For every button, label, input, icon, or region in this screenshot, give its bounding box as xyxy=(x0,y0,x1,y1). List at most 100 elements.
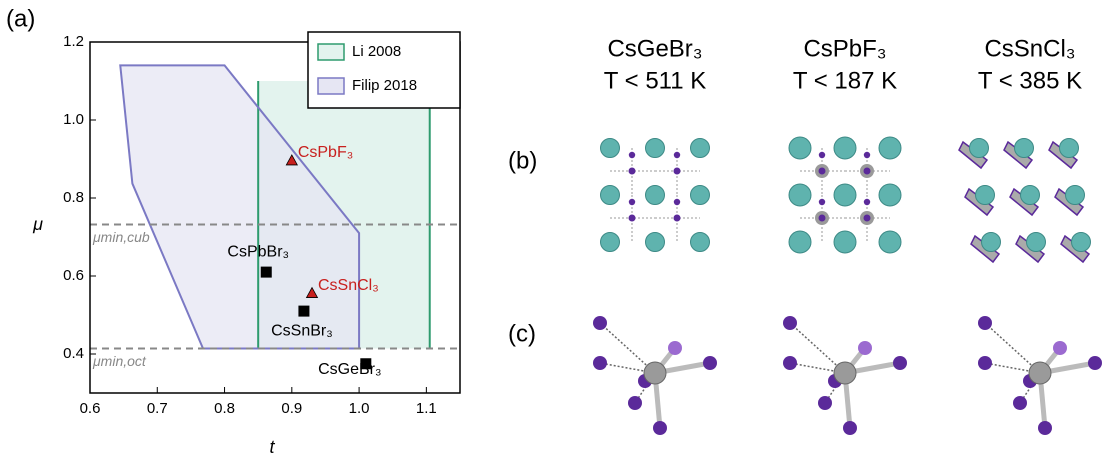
legend-swatch xyxy=(318,44,344,60)
point-label: CsSnCl₃ xyxy=(318,277,379,294)
atom-a xyxy=(1015,139,1034,158)
atom-x xyxy=(819,215,826,222)
legend-swatch xyxy=(318,78,344,94)
atom-a xyxy=(1066,186,1085,205)
atom-x xyxy=(629,152,635,158)
atom-a xyxy=(879,184,901,206)
atom-x xyxy=(653,421,667,435)
atom-x xyxy=(858,341,872,355)
atom-x xyxy=(674,168,681,175)
atom-x xyxy=(674,215,681,222)
atom-a xyxy=(1072,233,1091,252)
atom-x xyxy=(674,152,680,158)
atom-x xyxy=(864,199,870,205)
panel-label: (b) xyxy=(508,147,537,174)
atom-a xyxy=(982,233,1001,252)
atom-a xyxy=(601,233,620,252)
point xyxy=(298,306,309,317)
atom-b xyxy=(1029,362,1051,384)
y-tick-label: 1.0 xyxy=(63,111,84,128)
atom-b xyxy=(834,362,856,384)
atom-x xyxy=(864,152,870,158)
x-tick-label: 0.9 xyxy=(281,400,302,417)
x-tick-label: 0.8 xyxy=(214,400,235,417)
atom-x xyxy=(629,215,636,222)
atom-a xyxy=(834,231,856,253)
y-tick-label: 0.4 xyxy=(63,345,84,362)
panel-label: (a) xyxy=(6,5,35,32)
y-tick-label: 0.8 xyxy=(63,189,84,206)
atom-x xyxy=(893,356,907,370)
point-label: CsPbF₃ xyxy=(298,144,353,161)
atom-a xyxy=(1021,186,1040,205)
y-tick-label: 1.2 xyxy=(63,33,84,50)
atom-x xyxy=(818,396,832,410)
x-tick-label: 0.7 xyxy=(147,400,168,417)
atom-x xyxy=(668,341,682,355)
atom-x xyxy=(978,356,992,370)
atom-a xyxy=(1060,139,1079,158)
atom-x xyxy=(1053,341,1067,355)
threshold-label: μmin,cub xyxy=(92,229,150,245)
atom-a xyxy=(789,137,811,159)
atom-x xyxy=(978,316,992,330)
atom-a xyxy=(834,184,856,206)
structure-formula: CsSnCl₃ xyxy=(984,35,1075,62)
point-label: CsGeBr₃ xyxy=(318,361,381,378)
atom-x xyxy=(843,421,857,435)
point xyxy=(261,267,272,278)
legend-label: Li 2008 xyxy=(352,43,401,60)
x-tick-label: 0.6 xyxy=(80,400,101,417)
atom-x xyxy=(1038,421,1052,435)
atom-a xyxy=(834,137,856,159)
atom-b xyxy=(644,362,666,384)
plot: μmin,cub μmin,oct 0.6 0.7 0.8 0.9 1.0 1.1 0.4 0.6… xyxy=(63,32,460,417)
threshold-label: μmin,oct xyxy=(92,353,147,369)
atom-a xyxy=(691,186,710,205)
structure-condition: T < 187 K xyxy=(793,67,897,94)
point-label: CsPbBr₃ xyxy=(227,243,289,260)
atom-a xyxy=(691,233,710,252)
atom-a xyxy=(601,139,620,158)
atom-x xyxy=(783,316,797,330)
atom-a xyxy=(646,186,665,205)
figure: (a) (b) (c) t μ μmin,cub μmin,oct 0.6 0.7 0.… xyxy=(0,0,1107,461)
atom-x xyxy=(674,199,680,205)
x-tick-label: 1.0 xyxy=(349,400,370,417)
atom-x xyxy=(1013,396,1027,410)
atom-x xyxy=(864,215,871,222)
x-tick-label: 1.1 xyxy=(416,400,437,417)
atom-x xyxy=(1088,356,1102,370)
atom-x xyxy=(864,168,871,175)
y-axis-label: μ xyxy=(32,214,43,234)
panel-label: (c) xyxy=(508,320,536,347)
structure-formula: CsGeBr₃ xyxy=(607,35,702,62)
y-tick-label: 0.6 xyxy=(63,267,84,284)
structure-condition: T < 511 K xyxy=(604,67,707,94)
atom-a xyxy=(601,186,620,205)
atom-x xyxy=(593,356,607,370)
atom-a xyxy=(789,184,811,206)
x-axis-label: t xyxy=(269,437,275,457)
atom-x xyxy=(783,356,797,370)
structure-condition: T < 385 K xyxy=(978,67,1082,94)
legend-label: Filip 2018 xyxy=(352,77,417,94)
atom-a xyxy=(691,139,710,158)
atom-a xyxy=(976,186,995,205)
structure-formula: CsPbF₃ xyxy=(803,35,886,62)
atom-a xyxy=(1027,233,1046,252)
atom-a xyxy=(879,231,901,253)
atom-a xyxy=(646,139,665,158)
atom-x xyxy=(628,396,642,410)
atom-a xyxy=(789,231,811,253)
atom-a xyxy=(646,233,665,252)
atom-x xyxy=(703,356,717,370)
atom-x xyxy=(629,199,635,205)
atom-a xyxy=(879,137,901,159)
atom-x xyxy=(593,316,607,330)
atom-x xyxy=(819,199,825,205)
point-label: CsSnBr₃ xyxy=(271,322,333,339)
atom-x xyxy=(819,152,825,158)
atom-x xyxy=(629,168,636,175)
atom-x xyxy=(819,168,826,175)
